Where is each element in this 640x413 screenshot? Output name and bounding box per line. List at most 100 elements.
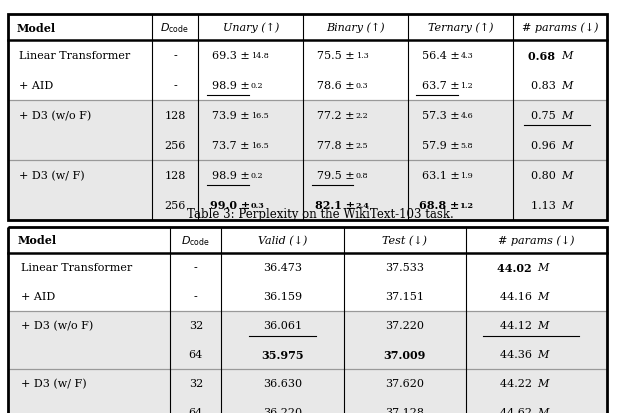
Text: 56.4 ±: 56.4 ±	[422, 51, 460, 61]
Text: 36.220: 36.220	[263, 408, 302, 413]
Text: 1.13: 1.13	[531, 201, 559, 211]
Text: 64: 64	[189, 408, 203, 413]
Text: 37.620: 37.620	[385, 379, 424, 389]
Text: 2.5: 2.5	[356, 142, 368, 150]
Text: 79.5 ±: 79.5 ±	[317, 171, 355, 180]
Text: 36.061: 36.061	[263, 321, 302, 331]
Text: 32: 32	[189, 379, 203, 389]
Text: + AID: + AID	[19, 81, 54, 91]
Text: 1.2: 1.2	[460, 202, 474, 210]
Text: 57.9 ±: 57.9 ±	[422, 141, 460, 151]
Text: M: M	[538, 379, 549, 389]
Text: Model: Model	[18, 235, 57, 246]
Text: 1.3: 1.3	[356, 52, 368, 60]
Text: 5.8: 5.8	[460, 142, 473, 150]
Text: 1.2: 1.2	[460, 82, 473, 90]
Text: 99.0 ±: 99.0 ±	[210, 200, 250, 211]
Text: 4.3: 4.3	[460, 52, 473, 60]
Text: 57.3 ±: 57.3 ±	[422, 111, 460, 121]
Text: # params (↓): # params (↓)	[522, 23, 598, 33]
Text: 44.36: 44.36	[500, 350, 536, 360]
Text: 63.7 ±: 63.7 ±	[422, 81, 460, 91]
Text: M: M	[538, 408, 549, 413]
Text: + D3 (w/ F): + D3 (w/ F)	[19, 171, 85, 181]
Text: 64: 64	[189, 350, 203, 360]
Text: 16.5: 16.5	[251, 112, 269, 120]
Text: 0.83: 0.83	[531, 81, 559, 91]
Text: 37.151: 37.151	[385, 292, 424, 302]
Text: 256: 256	[164, 141, 186, 151]
Text: 14.8: 14.8	[251, 52, 269, 60]
Text: M: M	[538, 292, 549, 302]
Text: 73.9 ±: 73.9 ±	[212, 111, 250, 121]
Text: $D_{\mathrm{code}}$: $D_{\mathrm{code}}$	[181, 233, 211, 247]
Bar	[8, 41, 607, 101]
Text: M: M	[561, 111, 572, 121]
Bar	[8, 161, 607, 221]
Bar	[8, 228, 607, 413]
Text: 98.9 ±: 98.9 ±	[212, 81, 250, 91]
Bar	[8, 254, 607, 311]
Text: 1.9: 1.9	[460, 172, 473, 180]
Text: 75.5 ±: 75.5 ±	[317, 51, 355, 61]
Text: 36.159: 36.159	[263, 292, 302, 302]
Text: Binary (↑): Binary (↑)	[326, 23, 385, 33]
Text: 16.5: 16.5	[251, 142, 269, 150]
Text: 77.8 ±: 77.8 ±	[317, 141, 355, 151]
Text: 0.2: 0.2	[251, 172, 264, 180]
Text: M: M	[538, 350, 549, 360]
Text: -: -	[194, 263, 198, 273]
Text: 44.22: 44.22	[500, 379, 536, 389]
Text: -: -	[173, 51, 177, 61]
Text: 44.62: 44.62	[500, 408, 536, 413]
Bar	[8, 15, 607, 221]
Text: 0.80: 0.80	[531, 171, 559, 180]
Text: 4.6: 4.6	[460, 112, 473, 120]
Text: M: M	[561, 171, 572, 180]
Text: 0.68: 0.68	[528, 50, 559, 62]
Text: $D_{\mathrm{code}}$: $D_{\mathrm{code}}$	[161, 21, 189, 35]
Text: Ternary (↑): Ternary (↑)	[428, 23, 493, 33]
Text: 69.3 ±: 69.3 ±	[212, 51, 250, 61]
Text: 0.75: 0.75	[531, 111, 559, 121]
Text: 2.2: 2.2	[356, 112, 368, 120]
Text: Valid (↓): Valid (↓)	[258, 235, 307, 246]
Text: + D3 (w/o F): + D3 (w/o F)	[21, 320, 93, 331]
Text: 36.630: 36.630	[263, 379, 302, 389]
Text: Table 3: Perplexity on the WikiText-103 task.: Table 3: Perplexity on the WikiText-103 …	[187, 208, 453, 221]
Text: Linear Transformer: Linear Transformer	[19, 51, 131, 61]
Text: -: -	[173, 81, 177, 91]
Text: 73.7 ±: 73.7 ±	[212, 141, 250, 151]
Text: 128: 128	[164, 111, 186, 121]
Text: 0.3: 0.3	[251, 202, 264, 210]
Text: 0.3: 0.3	[356, 82, 368, 90]
Text: M: M	[561, 141, 572, 151]
Text: 44.12: 44.12	[500, 321, 536, 331]
Bar	[8, 101, 607, 161]
Text: M: M	[538, 321, 549, 331]
Text: + D3 (w/ F): + D3 (w/ F)	[21, 378, 86, 389]
Text: 35.975: 35.975	[261, 349, 304, 360]
Text: M: M	[538, 263, 549, 273]
Bar	[8, 311, 607, 369]
Text: M: M	[561, 51, 572, 61]
Text: Linear Transformer: Linear Transformer	[21, 263, 132, 273]
Text: Unary (↑): Unary (↑)	[223, 23, 279, 33]
Text: 128: 128	[164, 171, 186, 180]
Text: 37.533: 37.533	[385, 263, 424, 273]
Text: 37.128: 37.128	[385, 408, 424, 413]
Text: 0.96: 0.96	[531, 141, 559, 151]
Text: 44.02: 44.02	[497, 262, 536, 273]
Text: 78.6 ±: 78.6 ±	[317, 81, 355, 91]
Text: 0.8: 0.8	[356, 172, 368, 180]
Text: M: M	[561, 81, 572, 91]
Text: -: -	[194, 292, 198, 302]
Text: 98.9 ±: 98.9 ±	[212, 171, 250, 180]
Text: 256: 256	[164, 201, 186, 211]
Text: Model: Model	[17, 22, 56, 33]
Text: M: M	[561, 201, 572, 211]
Text: 63.1 ±: 63.1 ±	[422, 171, 460, 180]
Text: Test (↓): Test (↓)	[382, 235, 428, 246]
Text: 36.473: 36.473	[263, 263, 302, 273]
Text: 37.009: 37.009	[383, 349, 426, 360]
